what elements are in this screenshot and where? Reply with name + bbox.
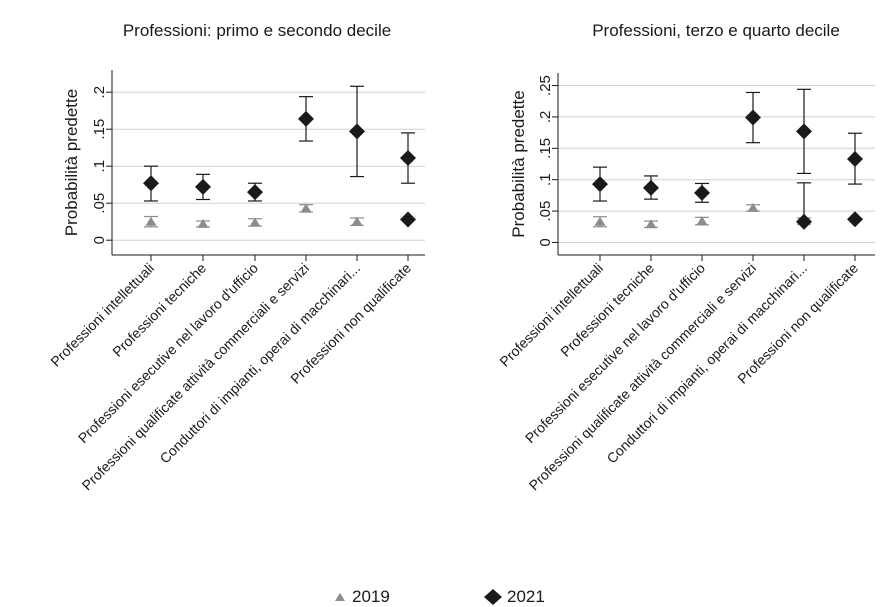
point-2021 [745, 109, 761, 126]
point-2019 [249, 217, 261, 227]
point-2021 [400, 150, 416, 167]
point-2021 [847, 211, 863, 228]
point-2019 [747, 202, 759, 212]
x-tick-label: Professioni esecutive nel lavoro d'uffic… [75, 260, 262, 447]
x-tick-label: Professioni esecutive nel lavoro d'uffic… [522, 260, 709, 447]
chart-title: Professioni, terzo e quarto decile [592, 21, 840, 40]
point-2021 [400, 211, 416, 228]
y-tick-label: .2 [91, 86, 108, 99]
point-2019 [696, 216, 708, 226]
y-tick-label: .05 [91, 193, 108, 214]
legend-marker-2021 [484, 589, 502, 605]
point-2019 [594, 216, 606, 226]
legend-marker-2019 [335, 593, 345, 601]
y-tick-label: .05 [537, 201, 554, 222]
point-2021 [195, 178, 211, 195]
point-2021 [298, 110, 314, 127]
point-2021 [592, 176, 608, 193]
legend-label-2019: 2019 [352, 587, 390, 606]
point-2021 [247, 184, 263, 201]
y-axis-label: Probabilità predette [509, 90, 528, 237]
legend-label-2021: 2021 [507, 587, 545, 606]
point-2019 [197, 218, 209, 228]
y-tick-label: 0 [537, 238, 554, 246]
point-2021 [796, 213, 812, 230]
x-tick-label: Professioni tecniche [557, 260, 657, 360]
point-2021 [796, 123, 812, 140]
x-tick-label: Professioni tecniche [109, 260, 209, 360]
point-2021 [643, 179, 659, 196]
y-tick-label: .1 [91, 160, 108, 173]
y-tick-label: .15 [91, 119, 108, 140]
point-2021 [349, 123, 365, 140]
point-2021 [143, 175, 159, 192]
point-2019 [300, 203, 312, 213]
legend: 2019 2021 [335, 587, 545, 606]
y-tick-label: .15 [537, 138, 554, 159]
point-2021 [847, 150, 863, 167]
point-2019 [645, 219, 657, 229]
y-tick-label: 0 [91, 236, 108, 244]
point-2021 [694, 184, 710, 201]
y-tick-label: .1 [537, 173, 554, 186]
chart-panel-left: Professioni: primo e secondo decile Proba… [47, 21, 425, 493]
x-tick-label: Professioni intellettuali [47, 260, 157, 370]
point-2019 [145, 216, 157, 226]
point-2019 [351, 216, 363, 226]
y-axis-label: Probabilità predette [62, 89, 81, 236]
chart-title: Professioni: primo e secondo decile [123, 21, 391, 40]
y-tick-label: .2 [537, 111, 554, 124]
y-tick-label: .25 [537, 75, 554, 96]
chart-panel-right: Professioni, terzo e quarto decile Probab… [496, 21, 875, 493]
